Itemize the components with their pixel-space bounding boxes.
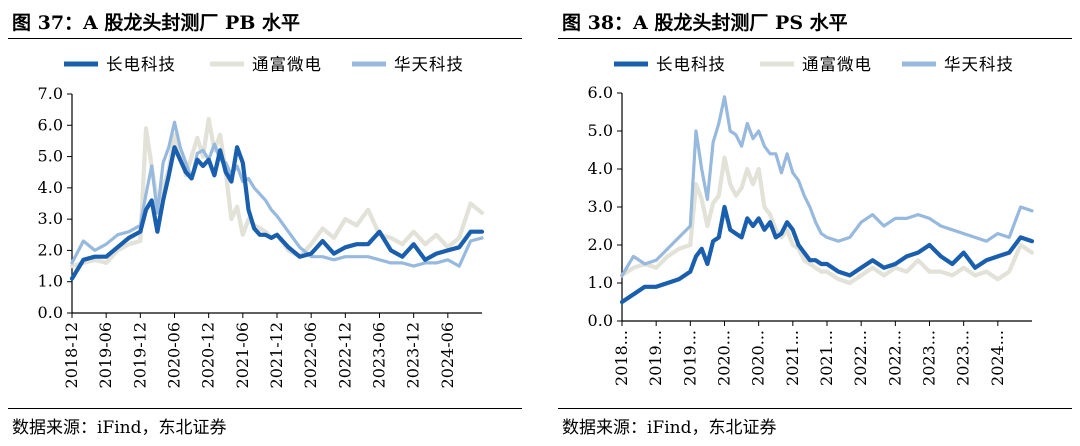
legend-label: 华天科技 bbox=[394, 55, 464, 74]
legend-label: 通富微电 bbox=[252, 55, 322, 74]
y-tick-label: 0.0 bbox=[588, 311, 613, 330]
source-note: 数据来源：iFind，东北证券 bbox=[12, 418, 227, 438]
y-tick-label: 3.0 bbox=[588, 197, 613, 216]
x-tick-label: 2019... bbox=[680, 330, 699, 386]
y-tick-label: 4.0 bbox=[588, 159, 613, 178]
y-tick-label: 7.0 bbox=[38, 84, 63, 103]
y-tick-label: 4.0 bbox=[38, 178, 63, 197]
series-line-2 bbox=[70, 120, 484, 268]
legend-label: 华天科技 bbox=[944, 55, 1014, 74]
legend-label: 长电科技 bbox=[656, 55, 726, 74]
x-tick-label: 2020... bbox=[749, 330, 768, 386]
y-tick-label: 1.0 bbox=[588, 273, 613, 292]
x-tick-label: 2019-06 bbox=[96, 322, 115, 388]
x-tick-label: 2023-06 bbox=[370, 322, 389, 388]
chart-panel-ps: 图 38：A 股龙头封测厂 PS 水平 6.0 5.0 4.0 3.0 2.0 1.0 0.… bbox=[558, 0, 1078, 446]
x-tick-label: 2019-12 bbox=[130, 322, 149, 388]
x-tick-label: 2020... bbox=[715, 330, 734, 386]
x-tick-label: 2021... bbox=[783, 330, 802, 386]
x-tick-label: 2022-06 bbox=[301, 322, 320, 388]
legend-label: 长电科技 bbox=[106, 55, 176, 74]
chart-title: 图 37：A 股龙头封测厂 PB 水平 bbox=[12, 12, 300, 34]
y-tick-label: 3.0 bbox=[38, 209, 63, 228]
series-line-1 bbox=[619, 155, 1035, 286]
series-line-2 bbox=[620, 95, 1034, 277]
y-tick-label: 0.0 bbox=[38, 303, 63, 322]
x-tick-label: 2024-06 bbox=[438, 322, 457, 388]
y-tick-label: 5.0 bbox=[38, 147, 63, 166]
x-tick-label: 2020-12 bbox=[199, 322, 218, 388]
series-line-1 bbox=[69, 116, 485, 269]
x-tick-label: 2023... bbox=[920, 330, 939, 386]
x-tick-label: 2018... bbox=[612, 330, 631, 386]
x-tick-label: 2022... bbox=[885, 330, 904, 386]
chart-title: 图 38：A 股龙头封测厂 PS 水平 bbox=[562, 12, 848, 34]
source-note: 数据来源：iFind，东北证券 bbox=[562, 418, 777, 438]
x-tick-label: 2022-12 bbox=[335, 322, 354, 388]
chart-panel-pb: 图 37：A 股龙头封测厂 PB 水平 7.0 6.0 5.0 4.0 3.0 2.0 1.… bbox=[8, 0, 528, 446]
x-tick-label: 2018-12 bbox=[62, 322, 81, 388]
source-rule bbox=[558, 408, 1072, 409]
source-rule bbox=[8, 408, 522, 409]
y-tick-label: 2.0 bbox=[588, 235, 613, 254]
y-tick-label: 1.0 bbox=[38, 272, 63, 291]
title-rule bbox=[558, 38, 1072, 39]
legend-label: 通富微电 bbox=[802, 55, 872, 74]
series-line-0 bbox=[619, 204, 1035, 305]
x-tick-label: 2022... bbox=[851, 330, 870, 386]
y-tick-label: 6.0 bbox=[38, 115, 63, 134]
x-tick-label: 2023... bbox=[954, 330, 973, 386]
y-tick-label: 2.0 bbox=[38, 240, 63, 259]
y-tick-label: 6.0 bbox=[588, 83, 613, 102]
x-tick-label: 2024... bbox=[988, 330, 1007, 386]
x-tick-label: 2023-12 bbox=[404, 322, 423, 388]
x-tick-label: 2021... bbox=[817, 330, 836, 386]
title-rule bbox=[8, 38, 522, 39]
series-line-0 bbox=[69, 145, 485, 281]
x-tick-label: 2020-06 bbox=[165, 322, 184, 388]
x-tick-label: 2021-06 bbox=[233, 322, 252, 388]
y-tick-label: 5.0 bbox=[588, 121, 613, 140]
x-tick-label: 2021-12 bbox=[267, 322, 286, 388]
x-tick-label: 2019... bbox=[646, 330, 665, 386]
